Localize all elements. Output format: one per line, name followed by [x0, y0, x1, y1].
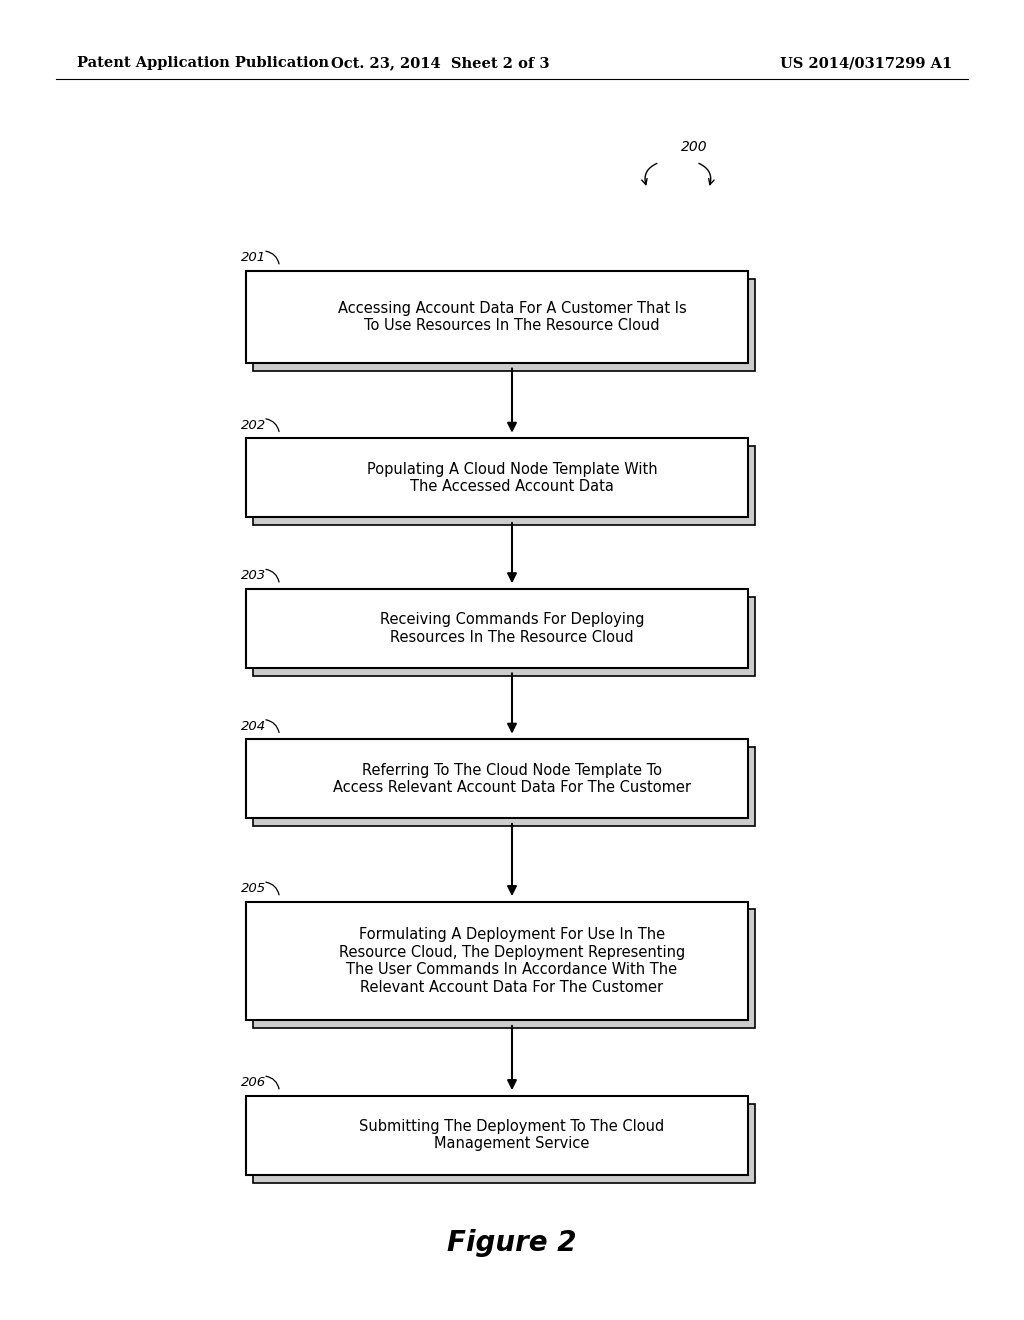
Text: 203: 203: [241, 569, 266, 582]
Text: Figure 2: Figure 2: [447, 1229, 577, 1258]
Text: Populating A Cloud Node Template With
The Accessed Account Data: Populating A Cloud Node Template With Th…: [367, 462, 657, 494]
Text: 206: 206: [241, 1076, 266, 1089]
Bar: [246, 1096, 748, 1175]
Bar: [246, 589, 748, 668]
Bar: [246, 902, 748, 1020]
Bar: [246, 739, 748, 818]
Text: Referring To The Cloud Node Template To
Access Relevant Account Data For The Cus: Referring To The Cloud Node Template To …: [333, 763, 691, 795]
Bar: [246, 438, 748, 517]
Text: 201: 201: [241, 251, 266, 264]
Text: Accessing Account Data For A Customer That Is
To Use Resources In The Resource C: Accessing Account Data For A Customer Th…: [338, 301, 686, 333]
Text: US 2014/0317299 A1: US 2014/0317299 A1: [780, 57, 952, 70]
Text: 204: 204: [241, 719, 266, 733]
Text: 205: 205: [241, 882, 266, 895]
Bar: [253, 1104, 755, 1183]
Bar: [253, 446, 755, 525]
Text: Patent Application Publication: Patent Application Publication: [77, 57, 329, 70]
Text: Formulating A Deployment For Use In The
Resource Cloud, The Deployment Represent: Formulating A Deployment For Use In The …: [339, 928, 685, 994]
Bar: [253, 909, 755, 1028]
Text: Receiving Commands For Deploying
Resources In The Resource Cloud: Receiving Commands For Deploying Resourc…: [380, 612, 644, 644]
Bar: [253, 747, 755, 826]
Bar: [253, 597, 755, 676]
Text: Oct. 23, 2014  Sheet 2 of 3: Oct. 23, 2014 Sheet 2 of 3: [331, 57, 550, 70]
Bar: [253, 279, 755, 371]
Bar: [246, 271, 748, 363]
Text: 202: 202: [241, 418, 266, 432]
Text: Submitting The Deployment To The Cloud
Management Service: Submitting The Deployment To The Cloud M…: [359, 1119, 665, 1151]
Text: 200: 200: [681, 140, 708, 154]
